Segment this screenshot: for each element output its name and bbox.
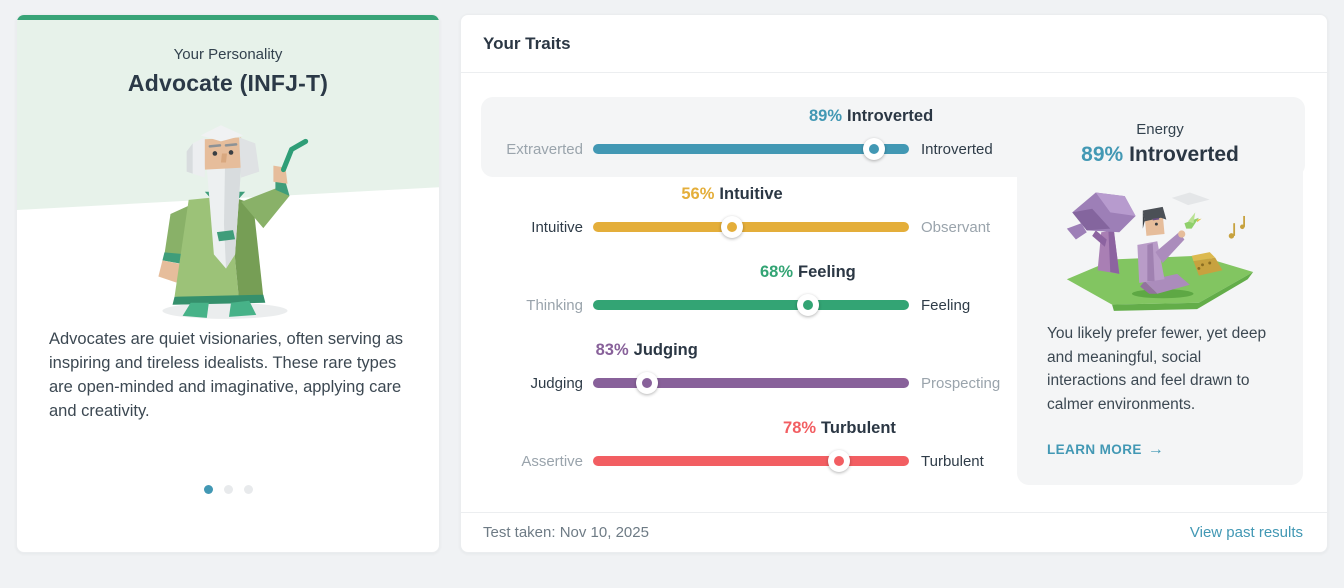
trait-dominant-name: Judging [633, 341, 698, 359]
advocate-character-illustration [158, 125, 309, 319]
detail-trait-name: Introverted [1129, 143, 1239, 166]
traits-body: Energy 89% Introverted [461, 74, 1327, 512]
trait-rows: 89% Introverted Extraverted Introverted 56% I… [481, 97, 1021, 487]
trait-right-label: Feeling [921, 296, 971, 314]
trait-percent-label: 83% Judging [596, 341, 698, 360]
test-taken-date: Test taken: Nov 10, 2025 [483, 524, 649, 541]
detail-category-label: Energy [1136, 121, 1184, 138]
trait-slider-knob[interactable] [796, 294, 819, 316]
trait-percent-label: 78% Turbulent [783, 419, 896, 438]
trait-dominant-name: Intuitive [719, 185, 783, 203]
trait-percent-value: 83% [595, 341, 629, 359]
trait-slider-track[interactable] [593, 138, 909, 160]
introvert-scene-illustration [1066, 192, 1254, 311]
trait-percent-label: 89% Introverted [809, 107, 933, 126]
trait-right-label: Turbulent [921, 452, 984, 470]
trait-slider-track[interactable] [593, 450, 909, 472]
trait-percent-value: 56% [681, 185, 715, 203]
trait-right-label: Observant [921, 218, 991, 236]
trait-row-energy[interactable]: 89% Introverted Extraverted Introverted [481, 97, 1021, 175]
trait-slider-knob[interactable] [828, 450, 851, 472]
traits-footer: Test taken: Nov 10, 2025 View past resul… [461, 512, 1327, 552]
trait-slider-track[interactable] [593, 216, 909, 238]
view-past-results-link[interactable]: View past results [1189, 524, 1303, 541]
personality-kicker: Your Personality [173, 46, 283, 63]
trait-left-label: Judging [530, 374, 583, 392]
trait-percent-value: 78% [783, 419, 817, 437]
trait-slider-track[interactable] [593, 294, 909, 316]
trait-dominant-name: Turbulent [821, 419, 896, 437]
trait-dominant-name: Feeling [798, 263, 856, 281]
trait-percent-label: 68% Feeling [760, 263, 856, 282]
trait-percent-value: 68% [759, 263, 794, 281]
carousel-dots [17, 485, 439, 494]
learn-more-label: LEARN MORE [1047, 442, 1142, 457]
trait-dominant-name: Introverted [847, 107, 934, 125]
trait-row-nature[interactable]: 68% Feeling Thinking Feeling [481, 253, 1021, 331]
trait-percent-value: 89% [808, 107, 842, 125]
trait-slider-knob[interactable] [721, 216, 744, 238]
learn-more-link[interactable]: LEARN MORE → [1047, 441, 1164, 459]
trait-left-label: Extraverted [506, 140, 583, 158]
traits-title: Your Traits [461, 15, 1327, 73]
carousel-dot-1-active[interactable] [203, 485, 213, 494]
detail-percent: 89% [1081, 143, 1124, 166]
trait-row-identity[interactable]: 78% Turbulent Assertive Turbulent [481, 409, 1021, 487]
carousel-dot-2[interactable] [223, 485, 233, 494]
trait-slider-knob[interactable] [863, 138, 886, 160]
personality-card: Your Personality Advocate (INFJ-T) [16, 14, 440, 553]
trait-slider-track[interactable] [593, 372, 909, 394]
detail-description: You likely prefer fewer, yet deep and me… [1047, 325, 1267, 413]
trait-right-label: Introverted [921, 140, 993, 158]
trait-left-label: Intuitive [531, 218, 583, 236]
carousel-dot-3[interactable] [243, 485, 253, 494]
trait-detail-panel: Energy 89% Introverted [1017, 97, 1303, 485]
card-accent-bar [17, 15, 439, 20]
trait-slider-knob[interactable] [635, 372, 658, 394]
personality-description: Advocates are quiet visionaries, often s… [49, 330, 404, 420]
trait-left-label: Thinking [526, 296, 583, 314]
personality-title: Advocate (INFJ-T) [127, 70, 329, 96]
traits-card: Your Traits Energy 89% Introverted [460, 14, 1328, 553]
trait-left-label: Assertive [521, 452, 583, 470]
trait-percent-label: 56% Intuitive [681, 185, 782, 204]
detail-trait-headline: 89% Introverted [1017, 143, 1303, 167]
trait-row-tactics[interactable]: 83% Judging Judging Prospecting [481, 331, 1021, 409]
arrow-right-icon: → [1147, 441, 1165, 458]
trait-row-mind[interactable]: 56% Intuitive Intuitive Observant [481, 175, 1021, 253]
trait-right-label: Prospecting [921, 374, 1001, 392]
